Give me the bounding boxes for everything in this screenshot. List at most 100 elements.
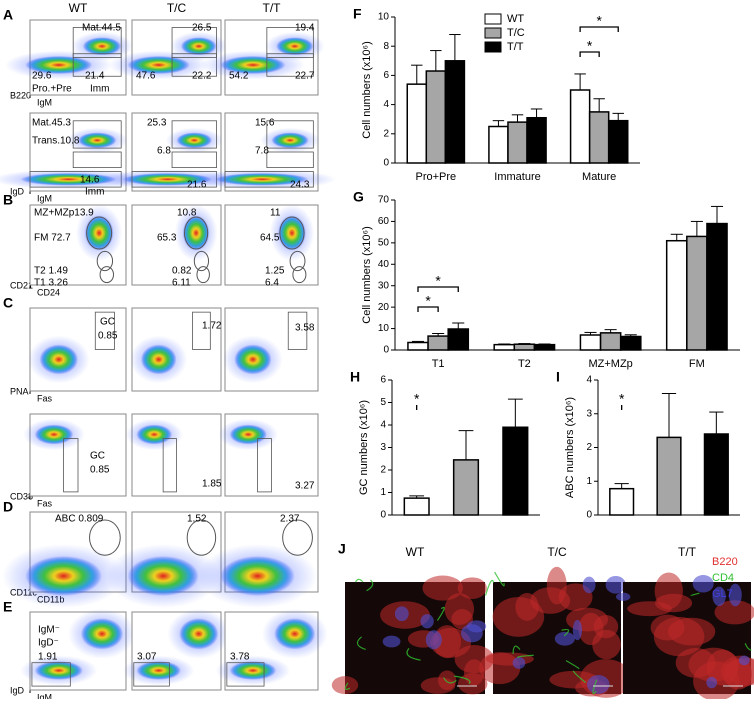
y-axis-label: ABC numbers (x10⁶) [564, 397, 576, 498]
density [34, 424, 74, 445]
legend-swatch [484, 13, 502, 25]
y-tick-label: 0 [383, 345, 389, 356]
significance-bracket [417, 286, 459, 292]
bar [447, 328, 470, 351]
gate [171, 27, 217, 58]
density [84, 215, 114, 251]
gate-label: T1 3.26 [34, 278, 68, 289]
gate [257, 438, 272, 493]
gate [186, 519, 217, 556]
red-stain [667, 617, 716, 646]
blue-stain [512, 657, 526, 669]
gate-label: 19.4 [295, 23, 315, 34]
density [127, 556, 199, 596]
gate [99, 266, 115, 284]
gate [226, 662, 265, 687]
gate [72, 120, 122, 149]
density [25, 56, 93, 74]
blue-stain [605, 576, 626, 594]
blue-stain [425, 630, 442, 650]
green-stain [406, 648, 421, 661]
red-stain [485, 652, 534, 666]
bar [452, 459, 480, 516]
y-tick-label: 20 [378, 302, 390, 313]
stain-label: CD4 [712, 572, 734, 584]
gate-label: 3.27 [295, 481, 315, 492]
density [274, 618, 316, 650]
panel-letter: E [3, 599, 12, 615]
gate-label: 3.07 [137, 652, 157, 663]
bar [488, 125, 509, 164]
gate [31, 662, 71, 687]
density [78, 132, 117, 149]
gate [266, 53, 314, 77]
y-tick-label: 10 [378, 12, 390, 23]
gate [162, 438, 177, 493]
gate [266, 27, 314, 58]
gate-label: IgM⁻ [38, 625, 60, 636]
y-axis-label: PNA [10, 386, 29, 396]
significance-star: * [596, 13, 602, 29]
density [140, 344, 177, 375]
blue-stain [554, 631, 575, 646]
y-axis-label: IgD [10, 685, 25, 695]
blue-stain [420, 614, 434, 629]
red-stain [566, 607, 609, 632]
blue-stain [706, 676, 718, 689]
y-tick-label: 4 [380, 420, 386, 431]
bar [407, 341, 429, 351]
gate-label: 47.6 [136, 71, 156, 82]
gate-label: Mat.44.5 [82, 23, 121, 34]
bar [599, 332, 622, 351]
gate-label: Trans.10.8 [32, 136, 80, 147]
gate-label: 22.7 [295, 71, 315, 82]
panel-letter: B [3, 192, 13, 208]
bar [609, 487, 635, 516]
gate-label: 1.85 [202, 479, 222, 490]
gate [279, 216, 305, 250]
gate [184, 216, 209, 250]
density [182, 215, 210, 251]
y-axis-label: Cell numbers (x10⁶) [361, 41, 373, 138]
gate-label: 10.8 [177, 208, 197, 219]
gate [63, 438, 79, 493]
density [220, 56, 286, 74]
bar [493, 343, 516, 351]
green-stain [355, 578, 364, 583]
density [278, 215, 306, 251]
significance-bracket [417, 306, 439, 312]
blue-stain [587, 675, 610, 694]
gate-label: FM 72.7 [34, 233, 71, 244]
bar [502, 426, 529, 516]
gate [193, 250, 210, 272]
panel-letter: C [3, 295, 13, 311]
blue-stain [582, 576, 596, 594]
micrograph [479, 566, 632, 698]
y-tick-label: 40 [378, 259, 390, 270]
gate [94, 311, 115, 350]
bar [579, 334, 602, 351]
gate-label: 25.3 [147, 118, 167, 129]
legend-label: WT [507, 13, 524, 25]
y-tick-label: 60 [378, 216, 390, 227]
bar [425, 70, 447, 164]
panel-letter: I [556, 369, 560, 385]
panel-letter: F [353, 6, 362, 22]
y-tick-label: 0 [380, 510, 386, 521]
gate-label: 6.8 [157, 146, 171, 157]
significance-star: * [619, 391, 625, 407]
bar [706, 222, 728, 351]
gate [86, 216, 113, 250]
gate-label: 6.4 [265, 278, 279, 289]
green-stain [454, 675, 471, 685]
gate [266, 151, 314, 169]
panel-letter: D [3, 499, 13, 515]
column-title: T/C [167, 1, 187, 15]
gate-label: ABC 0.809 [55, 514, 104, 525]
y-tick-label: 1 [586, 476, 592, 487]
y-axis-label: CD38 [10, 491, 33, 501]
gate-label: GC [100, 317, 115, 328]
bar [507, 121, 528, 164]
blue-stain [712, 586, 726, 607]
